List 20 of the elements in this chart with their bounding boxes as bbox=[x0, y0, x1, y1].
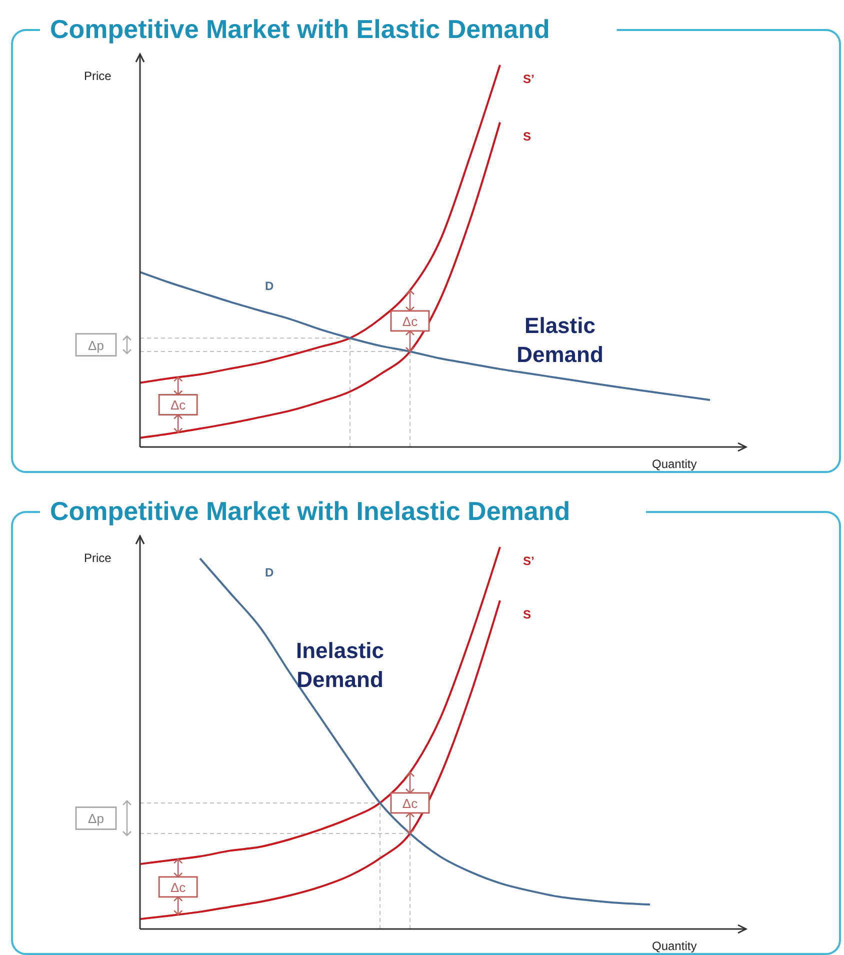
annotation: Δc bbox=[170, 880, 186, 895]
text: S bbox=[523, 129, 532, 144]
x-axis-title: Quantity bbox=[652, 457, 697, 471]
annotation: Elastic Demand bbox=[516, 313, 604, 367]
annotation: Inelastic Demand bbox=[296, 638, 384, 692]
series-label: D bbox=[265, 279, 274, 294]
annotation: Δc bbox=[402, 314, 418, 329]
chart-title: Competitive Market with Inelastic Demand bbox=[50, 496, 570, 526]
annotation: Δc bbox=[170, 398, 186, 413]
text: S bbox=[523, 607, 532, 622]
text: D bbox=[265, 565, 274, 580]
text: Δp bbox=[88, 338, 104, 353]
x-axis-title: Quantity bbox=[652, 939, 697, 953]
text: Δp bbox=[88, 811, 104, 826]
text: S’ bbox=[523, 554, 534, 568]
y-axis-title: Price bbox=[84, 551, 112, 565]
annotation: Δc bbox=[402, 796, 418, 811]
chart-title: Competitive Market with Elastic Demand bbox=[50, 14, 550, 44]
text: S’ bbox=[523, 72, 534, 86]
y-axis-title: Price bbox=[84, 69, 112, 83]
